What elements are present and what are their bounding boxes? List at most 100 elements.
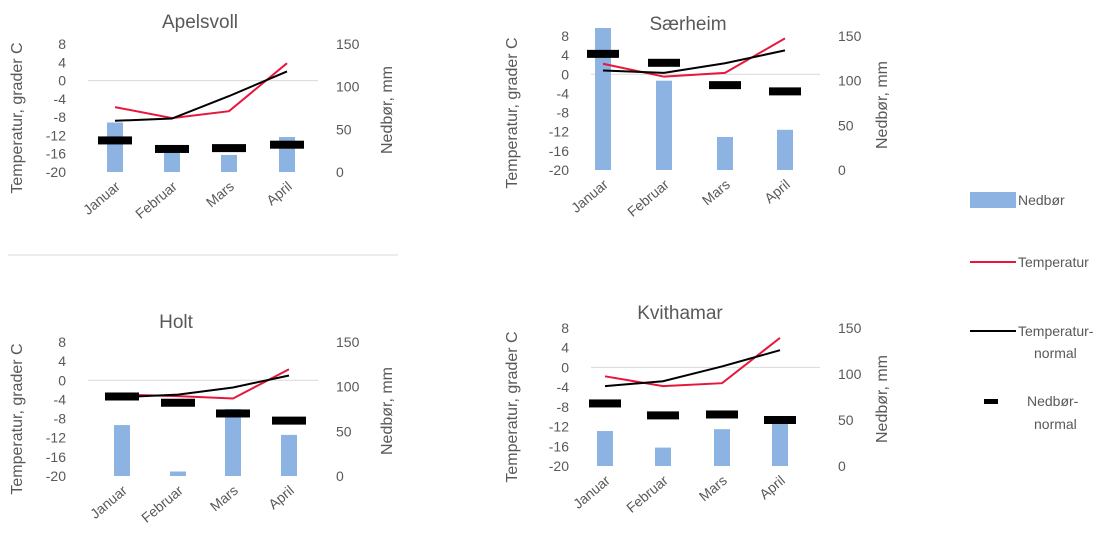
precip-bar [595,28,611,170]
precip-normal-marker [706,410,738,419]
x-tick-label: Mars [203,178,237,210]
y-left-tick: 0 [58,73,66,89]
chart-title: Apelsvoll [162,12,238,33]
y-left-tick: 8 [561,320,569,336]
temperature-normal-line [602,49,786,74]
temperature-line [604,337,781,388]
x-tick-label: Februar [138,482,186,526]
x-tick-label: April [263,178,295,208]
y-left-label: Temperatur, grader C [504,37,521,188]
precip-normal-marker [589,399,621,408]
y-left-tick: -4 [557,379,570,395]
y-left-tick: -16 [46,449,66,465]
y-left-tick: 0 [561,66,569,82]
x-tick-label: Januar [80,178,123,218]
chart-panel-holt: Holt 8 4 0 -4 -8 -12 -16 -20 150 100 50 0 Temperatur,… [9,312,396,526]
precip-normal-marker [587,49,619,58]
x-tick-label: Mars [696,472,730,504]
precip-bar [114,425,130,476]
precip-normal-marker [98,136,132,145]
precip-bar [772,420,788,466]
precip-bar [777,129,793,170]
y-right-tick: 100 [336,79,360,95]
x-tick-label: Februar [132,178,180,222]
chart-panels: Apelsvoll 8 4 0 -4 -8 -12 -16 -20 150 100 50 0 Temper… [9,12,891,526]
y-left-tick: -8 [557,399,570,415]
y-right-tick: 0 [336,164,344,180]
precip-normal-marker [764,416,796,424]
y-left-tick: -12 [549,419,569,435]
y-left-tick: -4 [557,85,570,101]
y-left-tick: -16 [549,438,569,454]
y-left-tick: -16 [549,143,569,159]
legend: Nedbør Temperatur Temperatur-normal Nedbør-… [970,192,1094,432]
x-tick-label: Mars [207,482,241,514]
y-right-tick: 50 [838,412,854,428]
y-right-tick: 50 [336,121,352,137]
y-right-tick: 150 [336,334,360,350]
y-right-tick: 100 [838,73,862,89]
precip-normal-marker [155,144,189,153]
y-right-tick: 150 [838,28,862,44]
precip-bar [164,147,180,172]
precip-normal-marker [272,416,306,425]
x-tick-label: Januar [87,482,130,522]
legend-temperature-label: Temperatur [1018,254,1089,270]
y-left-tick: -12 [549,124,569,140]
y-right-tick: 0 [336,468,344,484]
legend-precip-label: Nedbør [1018,192,1065,208]
y-left-tick: -8 [557,105,570,121]
x-tick-label: April [756,472,788,502]
y-left-tick: 4 [58,353,66,369]
precip-bar [597,431,613,466]
y-left-tick: -8 [54,411,67,427]
temperature-line [602,37,786,78]
y-right-label: Nedbør, mm [874,61,891,149]
precip-normal-marker [216,409,250,418]
x-tick-label: Februar [623,472,671,516]
legend-precip-swatch [970,192,1016,208]
chart-title: Særheim [649,14,726,35]
x-tick-label: April [265,482,297,512]
y-right-tick: 50 [838,117,854,133]
y-left-tick: 4 [561,47,569,63]
y-left-tick: -20 [46,164,66,180]
y-left-tick: -4 [54,391,67,407]
x-tick-label: April [761,176,793,206]
y-right-label: Nedbør, mm [379,367,396,455]
y-left-tick: 0 [58,372,66,388]
chart-panel-særheim: Særheim 8 4 0 -4 -8 -12 -16 -20 150 100 50 0 Temperat… [504,14,891,220]
y-left-tick: -20 [46,468,66,484]
temperature-normal-line [121,374,290,399]
precip-bar [281,434,297,476]
y-right-tick: 100 [838,366,862,382]
y-left-tick: 8 [58,334,66,350]
legend-precip-normal-swatch [984,399,998,404]
precip-normal-marker [709,81,741,90]
y-right-tick: 0 [838,458,846,474]
x-tick-label: Mars [699,176,733,208]
precip-normal-marker [212,144,246,153]
y-left-tick: -20 [549,458,569,474]
y-left-tick: -12 [46,127,66,143]
precip-bar [170,471,186,476]
x-tick-label: Januar [570,472,613,512]
y-right-tick: 150 [838,320,862,336]
y-left-tick: 8 [58,36,66,52]
precip-bar [225,409,241,476]
y-left-tick: -8 [54,109,67,125]
x-tick-label: Januar [568,176,611,216]
y-left-tick: -20 [549,162,569,178]
precip-bar [656,80,672,170]
temperature-line [121,368,290,400]
precip-normal-marker [161,398,195,407]
precip-normal-marker [648,58,680,67]
precip-normal-marker [769,87,801,96]
temperature-line [114,62,288,120]
precip-bar [221,154,237,172]
precip-bar [717,136,733,170]
y-left-tick: 4 [58,54,66,70]
precip-bar [714,429,730,466]
y-right-label: Nedbør, mm [379,66,396,154]
